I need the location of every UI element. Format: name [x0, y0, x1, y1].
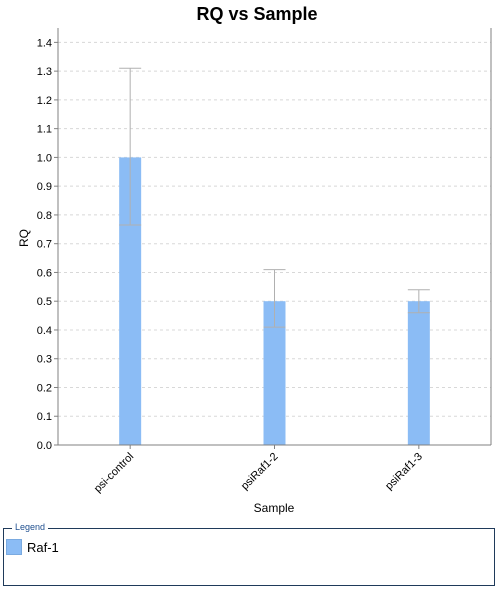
bar-psiRaf1-3: [407, 301, 430, 445]
y-tick-label: 0.4: [37, 325, 52, 337]
bar-psi-control: [119, 157, 142, 445]
legend: Legend Raf-1: [3, 522, 495, 586]
y-tick-label: 0.2: [37, 382, 52, 394]
y-tick-label: 0.8: [37, 210, 52, 222]
chart-title: RQ vs Sample: [196, 4, 317, 24]
x-tick-label-psi-control: psi-control: [92, 451, 136, 495]
x-tick-label-psiRaf1-3: psiRaf1-3: [383, 451, 425, 493]
y-tick-label: 1.0: [37, 152, 52, 164]
y-tick-label: 1.1: [37, 124, 52, 136]
rq-chart: RQ vs Sample 0.0 0.1 0.2 0.3 0.4 0.5 0.6 0.7 0.8…: [17, 4, 492, 515]
legend-label-raf-1: Raf-1: [27, 539, 59, 555]
legend-title: Legend: [12, 522, 49, 532]
y-tick-label: 0.5: [37, 296, 52, 308]
y-tick-label: 0.3: [37, 354, 52, 366]
plot-area: 0.0 0.1 0.2 0.3 0.4 0.5 0.6 0.7 0.8 0.9 1.0 1.1 1.2 1…: [37, 28, 492, 495]
y-tick-label: 1.3: [37, 66, 52, 78]
y-tick-label: 0.7: [37, 239, 52, 251]
y-tick-label: 0.1: [37, 411, 52, 423]
y-tick-label: 0.9: [37, 181, 52, 193]
bar-psiRaf1-2: [263, 301, 286, 445]
y-tick-label: 0.0: [37, 440, 52, 452]
y-axis-label: RQ: [17, 229, 31, 247]
x-axis-label: Sample: [254, 501, 295, 515]
x-tick-label-psiRaf1-2: psiRaf1-2: [239, 451, 281, 493]
legend-item-raf-1: Raf-1: [6, 539, 59, 555]
legend-swatch-raf-1: [6, 539, 22, 555]
y-tick-label: 1.2: [37, 95, 52, 107]
y-tick-label: 1.4: [37, 37, 52, 49]
y-tick-label: 0.6: [37, 267, 52, 279]
